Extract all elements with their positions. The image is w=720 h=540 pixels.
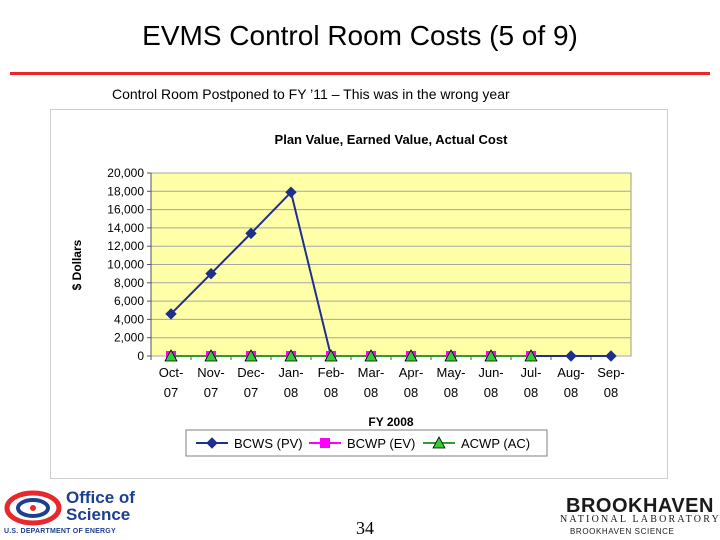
data-point-0 — [605, 350, 617, 362]
x-tick-label: Sep- — [597, 365, 624, 380]
data-point-2 — [284, 349, 298, 362]
x-tick-label: Mar- — [358, 365, 385, 380]
x-tick-label: Oct- — [159, 365, 184, 380]
line-chart: 20,000 18,000 16,000 14,000 12,000 10,000 8,00… — [70, 132, 632, 457]
x-tick-label: Dec- — [237, 365, 264, 380]
x-tick-label: Jan- — [278, 365, 303, 380]
y-tick-label: 8,000 — [114, 276, 144, 290]
y-tick-label: 0 — [137, 349, 144, 363]
x-tick-label: Nov- — [197, 365, 224, 380]
data-point-2 — [324, 349, 338, 362]
data-point-2 — [484, 349, 498, 362]
chart-title: Plan Value, Earned Value, Actual Cost — [275, 132, 509, 147]
data-point-2 — [524, 349, 538, 362]
doe-logo-line3: U.S. DEPARTMENT OF ENERGY — [4, 528, 116, 535]
data-point-0 — [565, 350, 577, 362]
y-tick-label: 12,000 — [107, 239, 144, 253]
y-axis-label: $ Dollars — [70, 239, 84, 290]
data-point-0 — [245, 227, 257, 240]
legend-label-0: BCWS (PV) — [234, 436, 303, 451]
bnl-logo-line3: BROOKHAVEN SCIENCE — [570, 527, 675, 536]
y-tick-label: 16,000 — [107, 203, 144, 217]
x-tick-label-year: 08 — [604, 385, 618, 400]
doe-office-of-science-logo: Office of Science U.S. DEPARTMENT OF ENE… — [4, 488, 154, 540]
y-tick-label: 18,000 — [107, 184, 144, 198]
slide-title: EVMS Control Room Costs (5 of 9) — [142, 20, 578, 51]
bnl-logo-line1: BROOKHAVEN — [566, 495, 714, 517]
y-tick-label: 2,000 — [114, 331, 144, 345]
page-number: 34 — [356, 518, 374, 538]
data-point-2 — [444, 349, 458, 362]
y-tick-label: 20,000 — [107, 166, 144, 180]
x-tick-label-year: 08 — [284, 385, 298, 400]
y-tick-label: 6,000 — [114, 294, 144, 308]
x-tick-label-year: 08 — [484, 385, 498, 400]
x-tick-label: Aug- — [557, 365, 584, 380]
x-tick-label: Feb- — [318, 365, 345, 380]
y-tick-label: 14,000 — [107, 221, 144, 235]
x-tick-label-year: 08 — [404, 385, 418, 400]
data-point-2 — [404, 349, 418, 362]
x-tick-label-year: 08 — [364, 385, 378, 400]
legend-label-2: ACWP (AC) — [461, 436, 530, 451]
x-tick-label-year: 08 — [444, 385, 458, 400]
x-tick-label-year: 08 — [324, 385, 338, 400]
legend-box — [185, 429, 548, 457]
x-tick-label: Apr- — [399, 365, 424, 380]
x-tick-label-year: 08 — [564, 385, 578, 400]
data-point-2 — [164, 349, 178, 362]
data-point-0 — [165, 308, 177, 320]
brookhaven-logo: BROOKHAVEN NATIONAL LABORATORY BROOKHAVE… — [556, 495, 720, 540]
y-tick-label: 10,000 — [107, 258, 144, 272]
slide-subtitle: Control Room Postponed to FY ’11 – This … — [112, 86, 510, 102]
legend-marker-1 — [320, 438, 330, 448]
x-tick-label-year: 07 — [244, 385, 258, 400]
x-tick-label: Jul- — [521, 365, 542, 380]
data-point-2 — [204, 349, 218, 362]
data-point-2 — [244, 349, 258, 362]
legend-marker-0 — [206, 437, 218, 449]
data-point-2 — [364, 349, 378, 362]
doe-swirl-icon — [4, 490, 62, 526]
x-axis-label: FY 2008 — [368, 415, 413, 429]
x-tick-label: May- — [437, 365, 466, 380]
x-tick-label-year: 08 — [524, 385, 538, 400]
x-tick-label: Jun- — [478, 365, 503, 380]
chart-container: 20,000 18,000 16,000 14,000 12,000 10,000 8,00… — [50, 109, 668, 479]
x-tick-label-year: 07 — [204, 385, 218, 400]
data-point-0 — [205, 267, 217, 280]
doe-logo-line2: Science — [66, 505, 131, 524]
legend-label-1: BCWP (EV) — [347, 436, 415, 451]
bnl-logo-line2: NATIONAL LABORATORY — [560, 514, 720, 525]
y-tick-label: 4,000 — [114, 312, 144, 326]
data-point-0 — [285, 186, 297, 198]
legend-marker-2 — [432, 436, 446, 449]
doe-logo-line1: Office of — [66, 488, 135, 507]
x-tick-label-year: 07 — [164, 385, 178, 400]
title-divider — [10, 72, 710, 75]
